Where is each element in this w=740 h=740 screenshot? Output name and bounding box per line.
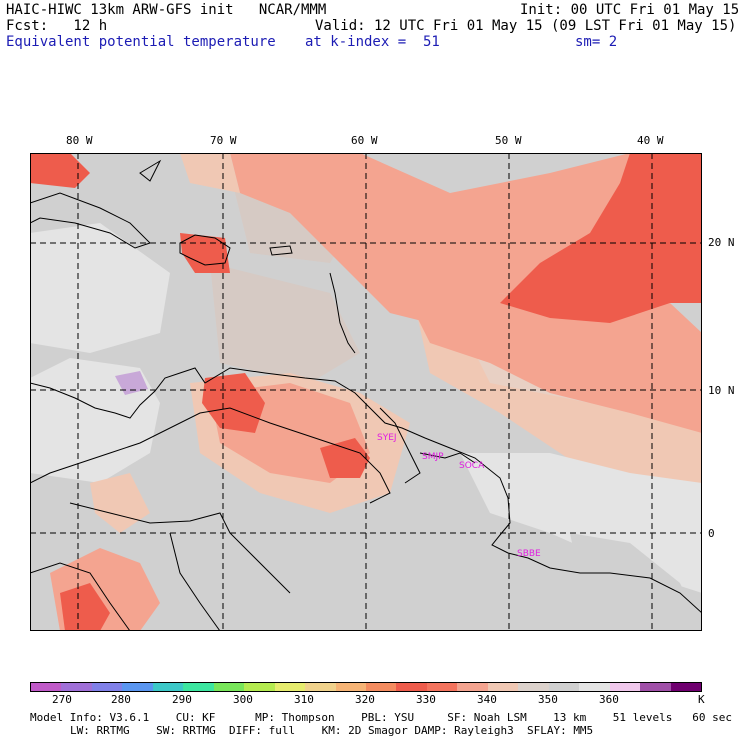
colorbar-swatch [91,683,123,691]
station-label-syej: SYEJ [377,433,397,443]
colorbar-swatch [365,683,397,691]
lon-label-50w: 50 W [495,134,522,147]
lon-label-60w: 60 W [351,134,378,147]
colorbar-tick-290: 290 [172,693,192,706]
colorbar-swatch [305,683,336,691]
colorbar-swatch [579,683,610,691]
colorbar-swatch [487,683,519,691]
lat-label-20n: 20 N [708,236,735,249]
footer-physics-info: LW: RRTMG SW: RRTMG DIFF: full KM: 2D Sm… [70,724,594,737]
colorbar-tick-350: 350 [538,693,558,706]
header-init-time: Init: 00 UTC Fri 01 May 15 [520,2,740,18]
colorbar-swatch [548,683,580,691]
colorbar-swatch [31,683,62,691]
colorbar-swatch [244,683,275,691]
colorbar-tick-360: 360 [599,693,619,706]
map-frame [30,153,702,631]
colorbar-swatch [335,683,366,691]
colorbar-unit: K [698,693,705,706]
colorbar-tick-300: 300 [233,693,253,706]
colorbar-swatch [457,683,488,691]
smoothing-info: sm= 2 [575,34,618,50]
header-valid-time: Valid: 12 UTC Fri 01 May 15 (09 LST Fri … [315,18,737,34]
colorbar-swatch [183,683,214,691]
colorbar-swatch [396,683,427,691]
colorbar-tick-310: 310 [294,693,314,706]
colorbar [30,682,702,692]
lon-label-70w: 70 W [210,134,237,147]
footer-model-info: Model Info: V3.6.1 CU: KF MP: Thompson P… [30,711,732,724]
lat-label-10n: 10 N [708,384,735,397]
lon-label-80w: 80 W [66,134,93,147]
header-model-title: HAIC-HIWC 13km ARW-GFS init NCAR/MMM [6,2,327,18]
colorbar-tick-270: 270 [52,693,72,706]
coastlines [30,159,702,631]
colorbar-swatch [518,683,549,691]
lon-label-40w: 40 W [637,134,664,147]
colorbar-tick-340: 340 [477,693,497,706]
colorbar-swatch [122,683,153,691]
colorbar-swatch [61,683,92,691]
colorbar-swatch [152,683,184,691]
colorbar-swatch [213,683,245,691]
colorbar-swatch [274,683,306,691]
station-label-soca: SOCA [459,461,485,471]
theta-e-map: SYEJ SMJP SOCA SBBE [30,153,702,631]
station-label-smjp: SMJP [422,452,444,462]
colorbar-tick-280: 280 [111,693,131,706]
header-forecast-hour: Fcst: 12 h [6,18,108,34]
colorbar-swatch [426,683,458,691]
station-label-sbbe: SBBE [517,549,541,559]
shaded-field [30,153,702,631]
colorbar-swatch [609,683,641,691]
colorbar-tick-320: 320 [355,693,375,706]
colorbar-swatch [640,683,671,691]
field-name: Equivalent potential temperature [6,34,276,50]
colorbar-tick-330: 330 [416,693,436,706]
level-info: at k-index = 51 [305,34,440,50]
lat-label-0: 0 [708,527,715,540]
lat-lon-grid [30,153,702,631]
colorbar-swatch [670,683,701,691]
